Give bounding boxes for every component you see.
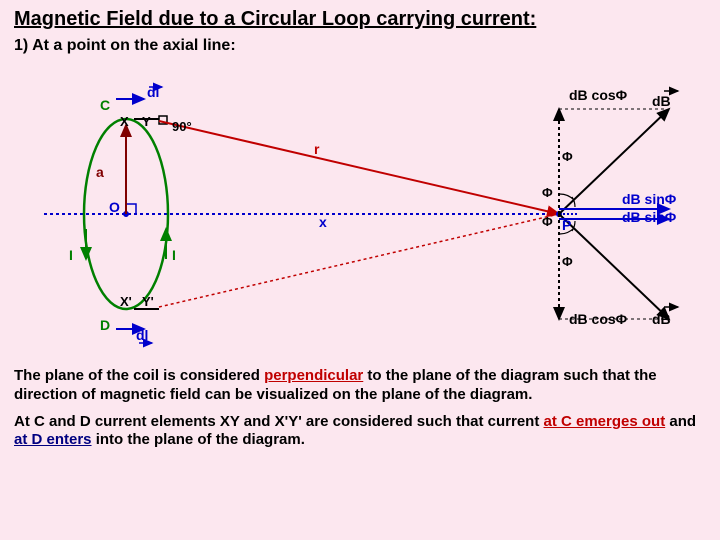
label-phi-p1: Φ (542, 185, 553, 200)
label-I-left: I (69, 247, 73, 263)
label-Y: Y (142, 114, 151, 129)
diagram-area: dl C X Y 90° r a O x I I X' Y' D dl P dB… (14, 59, 706, 359)
label-dB-top: dB (652, 93, 671, 109)
label-dBsin2: dB sinΦ (622, 209, 676, 225)
label-dBsin1: dB sinΦ (622, 191, 676, 207)
label-O: O (109, 199, 120, 215)
label-dBcos-bot: dB cosΦ (569, 311, 627, 327)
label-x: x (319, 214, 327, 230)
label-phi-bot: Φ (562, 254, 573, 269)
label-dB-bot: dB (652, 311, 671, 327)
label-C: C (100, 97, 110, 113)
label-D: D (100, 317, 110, 333)
label-P: P (562, 217, 571, 233)
label-X: X (120, 114, 129, 129)
label-I-right: I (172, 247, 176, 263)
label-phi-top: Φ (562, 149, 573, 164)
label-Yp: Y' (142, 294, 154, 309)
page-title: Magnetic Field due to a Circular Loop ca… (14, 8, 706, 31)
label-a: a (96, 164, 104, 180)
label-r: r (314, 141, 319, 157)
subtitle: 1) At a point on the axial line: (14, 37, 706, 55)
paragraph-1: The plane of the coil is considered perp… (14, 367, 706, 405)
label-dl-top: dl (147, 84, 159, 100)
label-dBcos-top: dB cosΦ (569, 87, 627, 103)
paragraph-2: At C and D current elements XY and X'Y' … (14, 413, 706, 451)
label-90: 90° (172, 119, 192, 134)
label-phi-p2: Φ (542, 214, 553, 229)
label-dl-bot: dl (136, 327, 148, 343)
label-Xp: X' (120, 294, 132, 309)
